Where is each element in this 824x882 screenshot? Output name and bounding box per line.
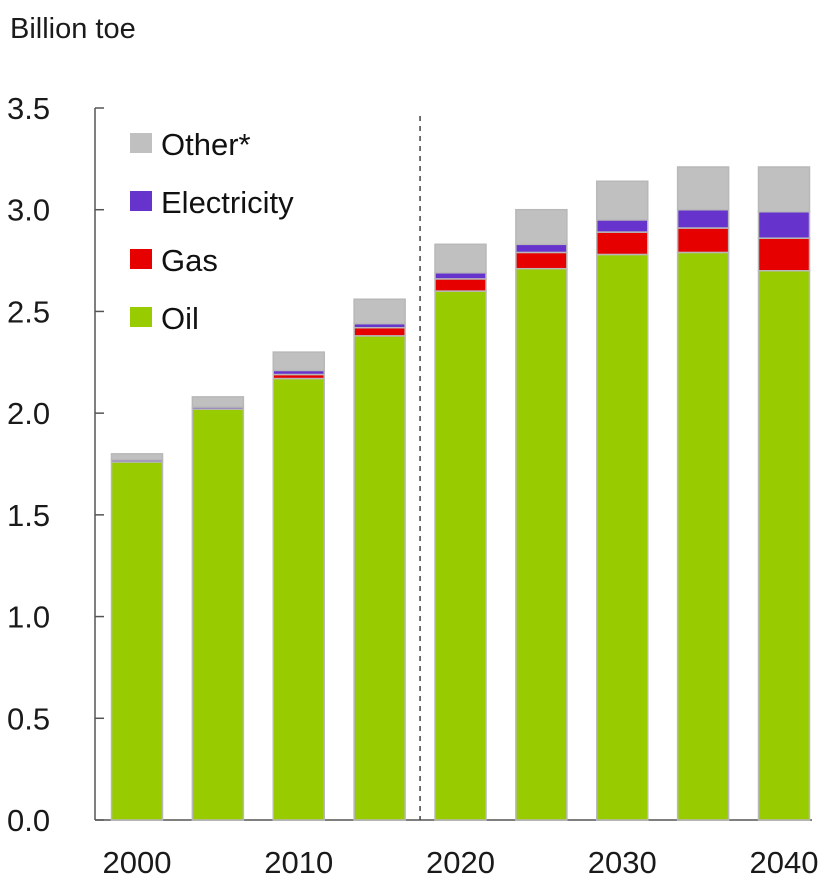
bar-segment-gas bbox=[676, 227, 730, 254]
bar-segment-oil bbox=[676, 251, 730, 821]
bar-segment-other bbox=[676, 166, 730, 211]
x-tick-label: 2030 bbox=[588, 845, 657, 880]
y-tick-label: 2.5 bbox=[7, 294, 50, 329]
x-tick-label: 2020 bbox=[426, 845, 495, 880]
bars bbox=[110, 166, 811, 821]
bar-segment-gas bbox=[434, 278, 487, 292]
legend-swatch bbox=[130, 133, 152, 153]
y-tick-label: 0.0 bbox=[7, 803, 50, 838]
bar-segment-other bbox=[757, 166, 811, 213]
legend-label: Gas bbox=[161, 243, 218, 278]
bar-2005 bbox=[191, 396, 245, 821]
bar-segment-electricity bbox=[515, 243, 568, 254]
legend-swatch bbox=[130, 249, 152, 269]
legend-label: Electricity bbox=[161, 185, 294, 220]
legend-item-oil: Oil bbox=[130, 301, 199, 336]
y-tick-label: 0.5 bbox=[7, 701, 50, 736]
bar-segment-oil bbox=[515, 267, 568, 821]
bar-segment-gas bbox=[353, 326, 406, 337]
x-tick-label: 2010 bbox=[264, 845, 333, 880]
bar-2030 bbox=[596, 180, 649, 821]
legend: Other* Electricity Gas Oil bbox=[130, 127, 294, 336]
tick-labels: 0.0 0.5 1.0 1.5 2.0 2.5 3.0 3.5 2000 2010 2020 2030… bbox=[7, 91, 818, 880]
legend-item-other: Other* bbox=[130, 127, 251, 162]
bar-segment-other bbox=[353, 298, 406, 325]
bar-2035 bbox=[676, 166, 730, 821]
bar-segment-electricity bbox=[434, 272, 487, 280]
bar-segment-oil bbox=[596, 253, 649, 821]
y-tick-label: 1.0 bbox=[7, 600, 50, 635]
y-tick-label: 3.0 bbox=[7, 193, 50, 228]
bar-segment-gas bbox=[757, 237, 811, 272]
y-tick-label: 1.5 bbox=[7, 498, 50, 533]
bar-2000 bbox=[110, 453, 164, 821]
legend-swatch bbox=[130, 191, 152, 211]
y-tick-label: 2.0 bbox=[7, 396, 50, 431]
bar-segment-gas bbox=[596, 231, 649, 256]
bar-2010 bbox=[272, 351, 325, 821]
legend-label: Oil bbox=[161, 301, 199, 336]
x-tick-label: 2040 bbox=[750, 845, 819, 880]
bar-2020 bbox=[434, 243, 487, 821]
bar-segment-oil bbox=[434, 290, 487, 821]
bar-segment-oil bbox=[191, 408, 245, 821]
x-tick-label: 2000 bbox=[103, 845, 172, 880]
bar-2015 bbox=[353, 298, 406, 821]
bar-segment-oil bbox=[353, 335, 406, 821]
bar-segment-other bbox=[434, 243, 487, 274]
bar-segment-electricity bbox=[596, 219, 649, 233]
bar-segment-other bbox=[272, 351, 325, 372]
bar-segment-electricity bbox=[676, 208, 730, 229]
legend-swatch bbox=[130, 307, 152, 327]
bar-segment-oil bbox=[272, 377, 325, 821]
legend-item-electricity: Electricity bbox=[130, 185, 294, 220]
y-tick-label: 3.5 bbox=[7, 91, 50, 126]
bar-2025 bbox=[515, 208, 568, 821]
bar-2040 bbox=[757, 166, 811, 821]
bar-segment-other bbox=[596, 180, 649, 221]
bar-segment-other bbox=[515, 208, 568, 246]
bar-segment-other bbox=[191, 396, 245, 408]
bar-segment-oil bbox=[110, 461, 164, 821]
y-axis-label: Billion toe bbox=[10, 13, 136, 45]
legend-label: Other* bbox=[161, 127, 251, 162]
legend-item-gas: Gas bbox=[130, 243, 218, 278]
bar-segment-gas bbox=[515, 251, 568, 270]
bar-segment-other bbox=[110, 453, 164, 461]
bar-segment-electricity bbox=[757, 210, 811, 239]
bar-segment-oil bbox=[757, 269, 811, 821]
